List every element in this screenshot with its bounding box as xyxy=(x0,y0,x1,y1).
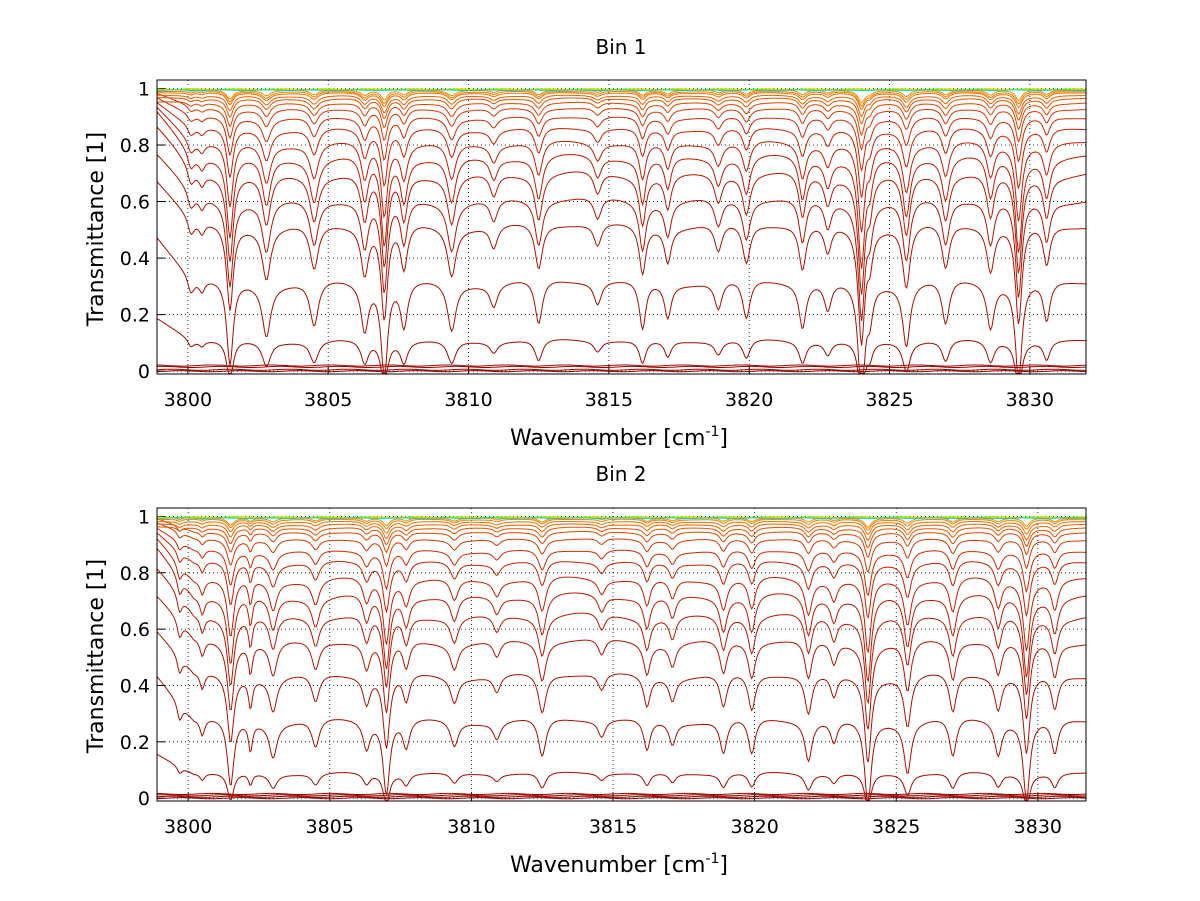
chart-title: Bin 1 xyxy=(595,35,646,59)
series-line xyxy=(156,368,1086,371)
axes-frame xyxy=(156,79,1087,375)
x-tick-label: 3810 xyxy=(444,389,492,411)
axes-frame xyxy=(156,507,1087,802)
series-line xyxy=(156,538,1086,654)
series-line xyxy=(156,318,1086,374)
chart-title: Bin 2 xyxy=(595,462,646,486)
series-line xyxy=(156,111,1087,269)
y-tick-labels: 0 0.2 0.4 0.6 0.8 1 xyxy=(120,78,150,383)
x-tick-label: 3825 xyxy=(865,389,913,411)
series-line xyxy=(156,102,1087,198)
series-line xyxy=(156,237,1086,374)
x-tick-label: 3800 xyxy=(164,389,212,411)
y-tick-label: 1 xyxy=(138,506,150,528)
y-axis-label: Transmittance [1] xyxy=(84,559,109,754)
series-line xyxy=(156,548,1087,683)
series-line xyxy=(156,154,1087,322)
grid-lines xyxy=(157,508,1086,801)
y-tick-label: 0.4 xyxy=(120,675,150,697)
series-line xyxy=(157,92,1086,111)
series-lines xyxy=(156,88,1087,374)
y-tick-label: 0.8 xyxy=(120,563,150,585)
series-line xyxy=(156,631,1086,763)
x-tick-label: 3820 xyxy=(725,389,773,411)
series-line xyxy=(157,521,1086,536)
series-line xyxy=(157,518,1086,531)
series-line xyxy=(156,101,1086,137)
x-axis-label-superscript: -1 xyxy=(705,851,719,867)
x-tick-labels: 3800 3805 3810 3815 3820 3825 3830 xyxy=(164,816,1062,838)
x-axis-label-end: ] xyxy=(719,426,728,451)
subplot-bin-1: Bin 1 3800 3805 3810 3815 3820 3825 3830 00.20… xyxy=(84,35,1087,451)
y-tick-label: 1 xyxy=(138,78,150,100)
y-tick-label: 0.8 xyxy=(120,135,150,157)
series-line xyxy=(156,532,1087,619)
subplot-bin-2: Bin 2 3800 3805 3810 3815 3820 3825 3830 00.20… xyxy=(84,462,1087,878)
series-line xyxy=(156,181,1087,346)
y-tick-label: 0.2 xyxy=(120,305,150,327)
x-tick-label: 3825 xyxy=(872,816,920,838)
series-line xyxy=(156,126,1087,295)
y-tick-label: 0.2 xyxy=(120,732,150,754)
y-tick-label: 0.4 xyxy=(120,248,150,270)
y-axis-label: Transmittance [1] xyxy=(84,132,109,327)
x-axis-label-main: Wavenumber [cm xyxy=(510,853,705,878)
series-line xyxy=(156,795,1087,798)
series-line xyxy=(156,792,1087,795)
x-axis-label-superscript: -1 xyxy=(705,424,719,440)
series-line xyxy=(157,794,1086,797)
x-tick-label: 3830 xyxy=(1006,389,1054,411)
series-line xyxy=(157,94,1086,118)
series-line xyxy=(156,596,1087,730)
y-tick-label: 0.6 xyxy=(120,619,150,641)
x-axis-label-end: ] xyxy=(719,853,728,878)
series-line xyxy=(157,526,1086,549)
series-line xyxy=(156,97,1086,125)
x-tick-label: 3830 xyxy=(1014,816,1062,838)
series-line xyxy=(156,568,1087,705)
x-tick-label: 3815 xyxy=(589,816,637,838)
series-line xyxy=(156,527,1086,597)
series-line xyxy=(156,89,1087,92)
series-line xyxy=(156,93,1087,152)
x-tick-label: 3800 xyxy=(164,816,212,838)
x-tick-label: 3810 xyxy=(447,816,495,838)
x-axis-label: Wavenumber [cm-1] xyxy=(510,424,728,451)
x-axis-label-main: Wavenumber [cm xyxy=(510,426,705,451)
series-line xyxy=(156,754,1086,801)
y-tick-label: 0.6 xyxy=(120,192,150,214)
series-line xyxy=(156,517,1087,519)
series-line xyxy=(156,365,1086,368)
y-tick-labels: 0 0.2 0.4 0.6 0.8 1 xyxy=(120,506,150,810)
y-tick-label: 0 xyxy=(138,361,150,383)
x-tick-labels: 3800 3805 3810 3815 3820 3825 3830 xyxy=(164,389,1054,411)
y-tick-label: 0 xyxy=(138,788,150,810)
x-tick-label: 3815 xyxy=(585,389,633,411)
series-line xyxy=(156,797,1087,800)
x-tick-label: 3805 xyxy=(304,389,352,411)
series-line xyxy=(156,523,1086,541)
series-line xyxy=(156,518,1086,558)
series-lines xyxy=(156,516,1087,801)
series-line xyxy=(156,676,1087,801)
series-line xyxy=(156,106,1087,233)
series-line xyxy=(157,370,1086,373)
series-line xyxy=(157,364,1087,367)
x-axis-label: Wavenumber [cm-1] xyxy=(510,851,728,878)
series-line xyxy=(156,97,1087,173)
x-tick-label: 3820 xyxy=(730,816,778,838)
series-line xyxy=(157,91,1086,108)
x-tick-label: 3805 xyxy=(306,816,354,838)
series-line xyxy=(156,522,1087,573)
